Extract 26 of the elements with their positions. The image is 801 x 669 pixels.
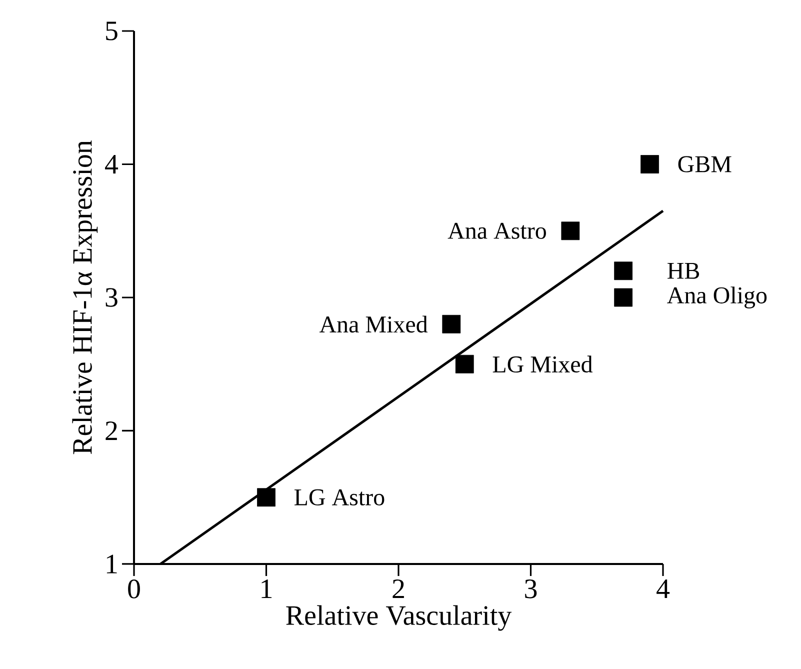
annotation: Ana Astro [448, 222, 546, 239]
x-tick-label: 2 [392, 580, 404, 598]
point [614, 288, 633, 307]
x-tick-label: 3 [525, 580, 537, 598]
annotation: Ana Mixed [319, 316, 428, 333]
point [640, 155, 659, 174]
point [561, 222, 580, 240]
x-axis-title: Relative Vascularity [286, 605, 512, 631]
y-axis-title: Relative HIF-1α Expression [72, 140, 98, 454]
y-tick-label: 2 [106, 421, 117, 440]
annotation: GBM [678, 156, 732, 172]
x-tick-label: 4 [656, 580, 670, 598]
y-tick-label: 5 [106, 22, 118, 40]
y-tick-label: 3 [106, 288, 118, 307]
point [455, 354, 474, 374]
annotation: LG Mixed [492, 356, 593, 373]
annotation: HB [668, 262, 700, 279]
y-tick-label: 1 [106, 554, 117, 574]
annotation: LG Astro [294, 489, 384, 506]
point [257, 488, 276, 507]
point [442, 314, 461, 334]
x-tick-label: 1 [262, 580, 272, 598]
annotation: Ana Oligo [667, 286, 767, 308]
y-tick-label: 4 [105, 155, 118, 174]
x-tick-label: 0 [128, 580, 140, 598]
point [614, 262, 633, 280]
